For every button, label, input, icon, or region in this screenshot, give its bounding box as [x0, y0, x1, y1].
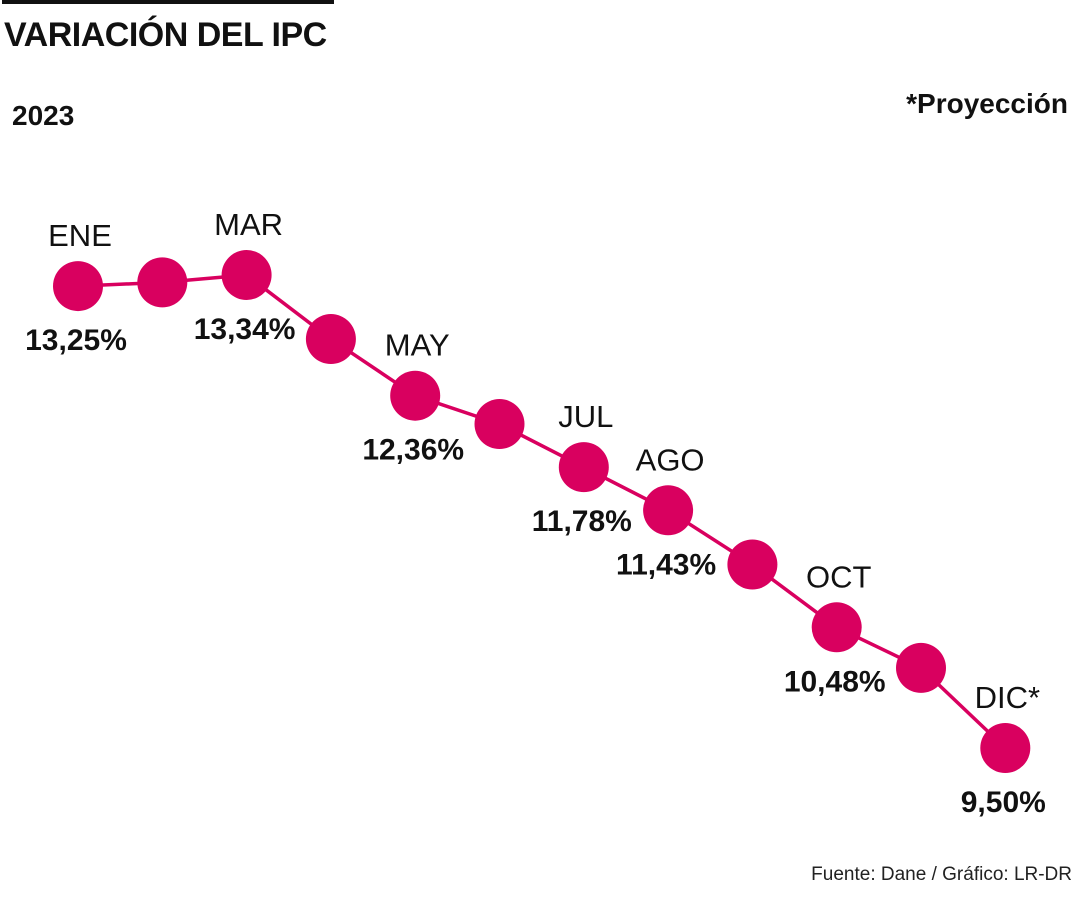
value-label-jul: 11,78%	[532, 505, 632, 538]
value-label-ago: 11,43%	[616, 548, 716, 581]
data-point-ene	[53, 261, 103, 312]
data-point-sep	[727, 539, 778, 590]
data-point-may	[390, 370, 441, 421]
month-label-jul: JUL	[558, 399, 613, 434]
data-point-nov	[896, 642, 946, 693]
value-label-ene: 13,25%	[25, 324, 127, 357]
month-label-may: MAY	[385, 328, 450, 363]
value-label-mar: 13,34%	[194, 313, 296, 346]
data-point-dic	[980, 723, 1031, 773]
data-point-abr	[305, 314, 356, 365]
month-label-ago: AGO	[636, 442, 705, 477]
title-rule	[2, 0, 334, 4]
data-point-ago	[643, 485, 694, 536]
data-point-oct	[811, 602, 862, 653]
value-label-oct: 10,48%	[784, 665, 886, 698]
month-label-ene: ENE	[48, 218, 112, 253]
value-label-may: 12,36%	[362, 434, 464, 467]
projection-note: *Proyección	[906, 88, 1068, 119]
value-label-dic: 9,50%	[961, 786, 1046, 819]
month-label-oct: OCT	[806, 559, 872, 594]
year-label: 2023	[12, 100, 75, 131]
month-label-dic: DIC*	[975, 680, 1040, 715]
month-label-mar: MAR	[214, 207, 283, 242]
data-point-mar	[221, 250, 272, 300]
data-point-feb	[137, 257, 188, 308]
chart-title: VARIACIÓN DEL IPC	[4, 16, 327, 54]
data-point-jul	[558, 442, 609, 493]
data-point-jun	[474, 399, 525, 450]
source-credit: Fuente: Dane / Gráfico: LR-DR	[811, 864, 1072, 885]
